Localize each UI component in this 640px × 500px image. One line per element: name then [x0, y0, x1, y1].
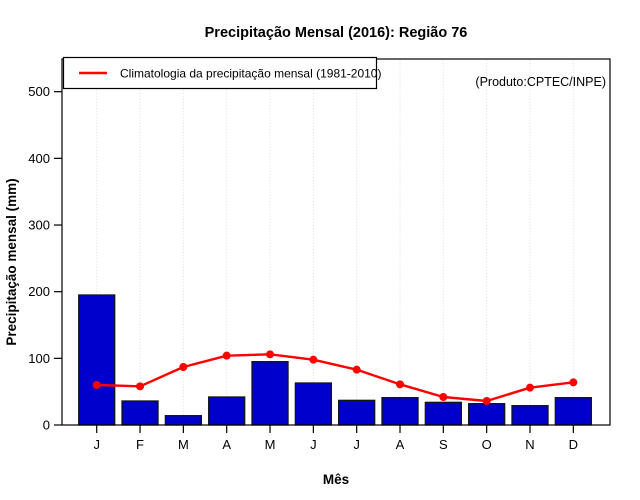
- bar-J0: [78, 294, 116, 426]
- axis-layer: 0 100 200 300 400 500 J F M A M J J A S O N D: [28, 84, 578, 452]
- plot-border: [61, 58, 611, 426]
- source-note: (Produto:CPTEC/INPE): [475, 75, 606, 89]
- data-point: [309, 355, 318, 364]
- bar-A3: [208, 396, 246, 426]
- x-tick-label: J: [310, 437, 317, 452]
- x-tick-label: O: [482, 437, 492, 452]
- legend-label: Climatologia da precipitação mensal (198…: [120, 67, 381, 81]
- bar-A7: [381, 397, 419, 426]
- data-point: [439, 393, 448, 402]
- x-axis-label: Mês: [323, 472, 349, 487]
- data-point: [136, 382, 145, 391]
- legend: Climatologia da precipitação mensal (198…: [62, 56, 381, 90]
- grid-layer: [96, 59, 574, 425]
- climatology-line-layer: [92, 350, 578, 406]
- bar-F1: [121, 400, 159, 426]
- y-tick-label: 200: [28, 284, 50, 299]
- x-tick-label: N: [525, 437, 534, 452]
- data-point: [266, 350, 275, 359]
- legend-box: [62, 56, 378, 90]
- data-point: [396, 380, 405, 389]
- x-tick-label: S: [439, 437, 448, 452]
- bar-D11: [554, 397, 592, 426]
- x-tick-label: M: [265, 437, 276, 452]
- data-point: [179, 363, 188, 372]
- y-tick-label: 500: [28, 84, 50, 99]
- data-point: [569, 378, 578, 387]
- y-tick-label: 100: [28, 351, 50, 366]
- bar-layer: [78, 294, 592, 426]
- x-tick-label: M: [178, 437, 189, 452]
- x-tick-label: J: [353, 437, 360, 452]
- data-point: [482, 397, 491, 406]
- x-tick-label: J: [93, 437, 100, 452]
- x-tick-label: F: [136, 437, 144, 452]
- x-tick-label: D: [569, 437, 578, 452]
- bar-O9: [468, 403, 506, 426]
- x-tick-label: A: [222, 437, 231, 452]
- bar-S8: [424, 401, 462, 426]
- bar-M4: [251, 361, 289, 426]
- bar-J5: [294, 382, 333, 426]
- y-axis-label: Precipitação mensal (mm): [4, 178, 19, 345]
- bar-J6: [338, 399, 376, 426]
- y-tick-label: 400: [28, 151, 50, 166]
- data-point: [222, 351, 231, 360]
- x-tick-label: A: [396, 437, 405, 452]
- data-point: [526, 383, 534, 392]
- data-point: [352, 365, 361, 374]
- data-point: [92, 381, 101, 390]
- bar-N10: [511, 405, 549, 426]
- climatology-line: [96, 353, 574, 403]
- chart-title: Precipitação Mensal (2016): Região 76: [205, 25, 468, 41]
- bar-M2: [164, 415, 203, 426]
- y-tick-label: 300: [28, 218, 50, 233]
- y-tick-label: 0: [43, 418, 50, 433]
